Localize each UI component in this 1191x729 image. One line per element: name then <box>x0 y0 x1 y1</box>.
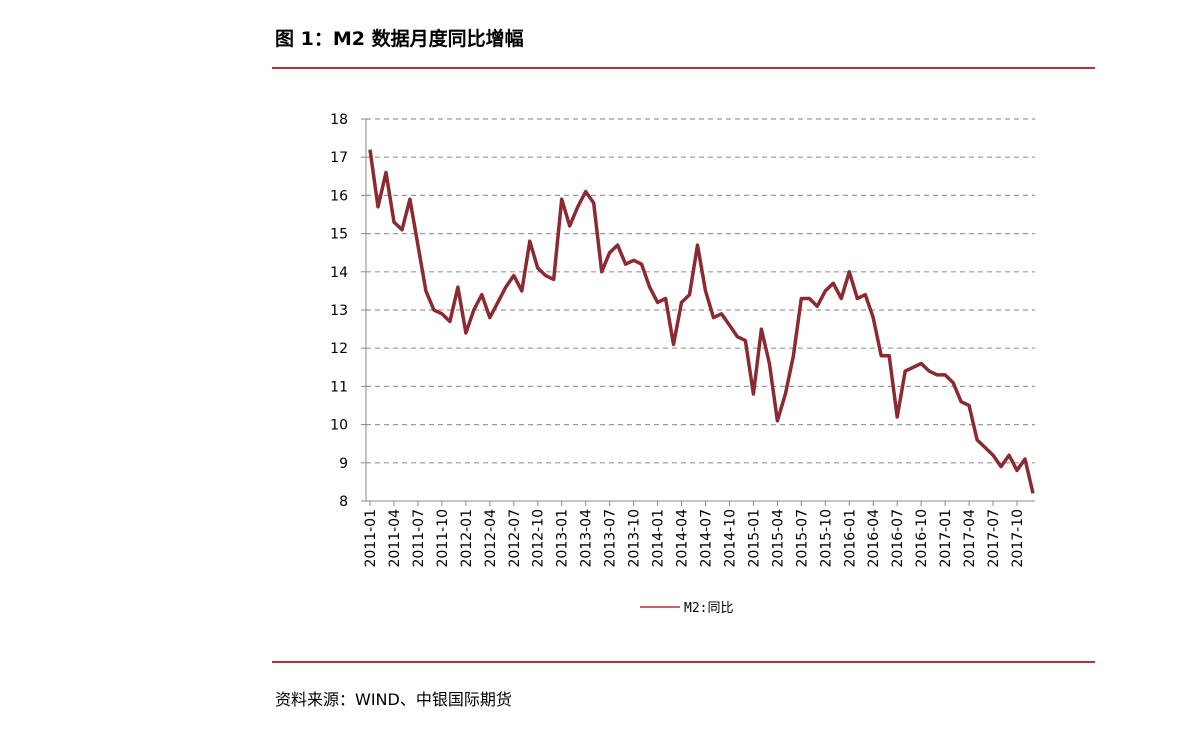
x-tick-label: 2014-01 <box>651 509 667 568</box>
y-tick-label: 9 <box>339 456 348 472</box>
x-tick-label: 2012-10 <box>531 509 547 568</box>
y-tick-label: 18 <box>330 112 348 128</box>
x-tick-label: 2016-07 <box>890 509 906 568</box>
axes <box>361 118 1035 506</box>
x-tick-label: 2011-10 <box>435 509 451 568</box>
x-tick-label: 2017-04 <box>962 509 978 568</box>
x-tick-label: 2012-01 <box>459 509 475 568</box>
y-tick-label: 11 <box>330 379 348 395</box>
y-tick-label: 15 <box>330 227 348 243</box>
x-tick-label: 2015-01 <box>746 509 762 568</box>
x-tick-label: 2017-07 <box>986 509 1002 568</box>
x-tick-label: 2011-07 <box>411 509 427 568</box>
series-line-m2 <box>368 149 1035 494</box>
y-tick-label: 16 <box>330 188 348 204</box>
x-tick-label: 2014-04 <box>675 509 691 568</box>
x-tick-label: 2012-07 <box>507 509 523 568</box>
x-tick-label: 2013-10 <box>627 509 643 568</box>
x-tick-label: 2011-04 <box>387 509 403 568</box>
y-tick-label: 14 <box>330 265 348 281</box>
y-tick-labels: 8 9 10 11 12 13 14 15 16 17 18 <box>330 112 348 510</box>
top-divider <box>272 67 1095 69</box>
legend: M2:同比 <box>640 601 733 616</box>
x-tick-label: 2016-10 <box>914 509 930 568</box>
x-tick-label: 2016-04 <box>866 509 882 568</box>
x-tick-label: 2012-04 <box>483 509 499 568</box>
x-tick-label: 2015-10 <box>818 509 834 568</box>
x-tick-label: 2017-10 <box>1010 509 1026 568</box>
source-note: 资料来源：WIND、中银国际期货 <box>275 690 512 709</box>
y-tick-label: 10 <box>330 418 348 434</box>
y-tick-label: 13 <box>330 303 348 319</box>
x-tick-label: 2014-07 <box>698 509 714 568</box>
y-tick-label: 12 <box>330 341 348 357</box>
x-tick-label: 2017-01 <box>938 509 954 568</box>
chart-title: 图 1：M2 数据月度同比增幅 <box>275 28 524 50</box>
legend-label: M2:同比 <box>684 601 733 616</box>
x-tick-label: 2013-07 <box>603 509 619 568</box>
grid-lines <box>366 118 1035 464</box>
x-tick-label: 2014-10 <box>722 509 738 568</box>
x-tick-label: 2011-01 <box>363 509 379 568</box>
x-tick-label: 2015-07 <box>794 509 810 568</box>
x-tick-label: 2016-01 <box>842 509 858 568</box>
bottom-divider <box>272 661 1095 663</box>
x-tick-label: 2015-04 <box>770 509 786 568</box>
x-tick-labels: 2011-01 2011-04 2011-07 2011-10 2012-01 2012-… <box>363 509 1026 568</box>
x-tick-label: 2013-04 <box>579 509 595 568</box>
x-tick-label: 2013-01 <box>555 509 571 568</box>
y-tick-label: 17 <box>330 150 348 166</box>
y-tick-label: 8 <box>339 494 348 510</box>
